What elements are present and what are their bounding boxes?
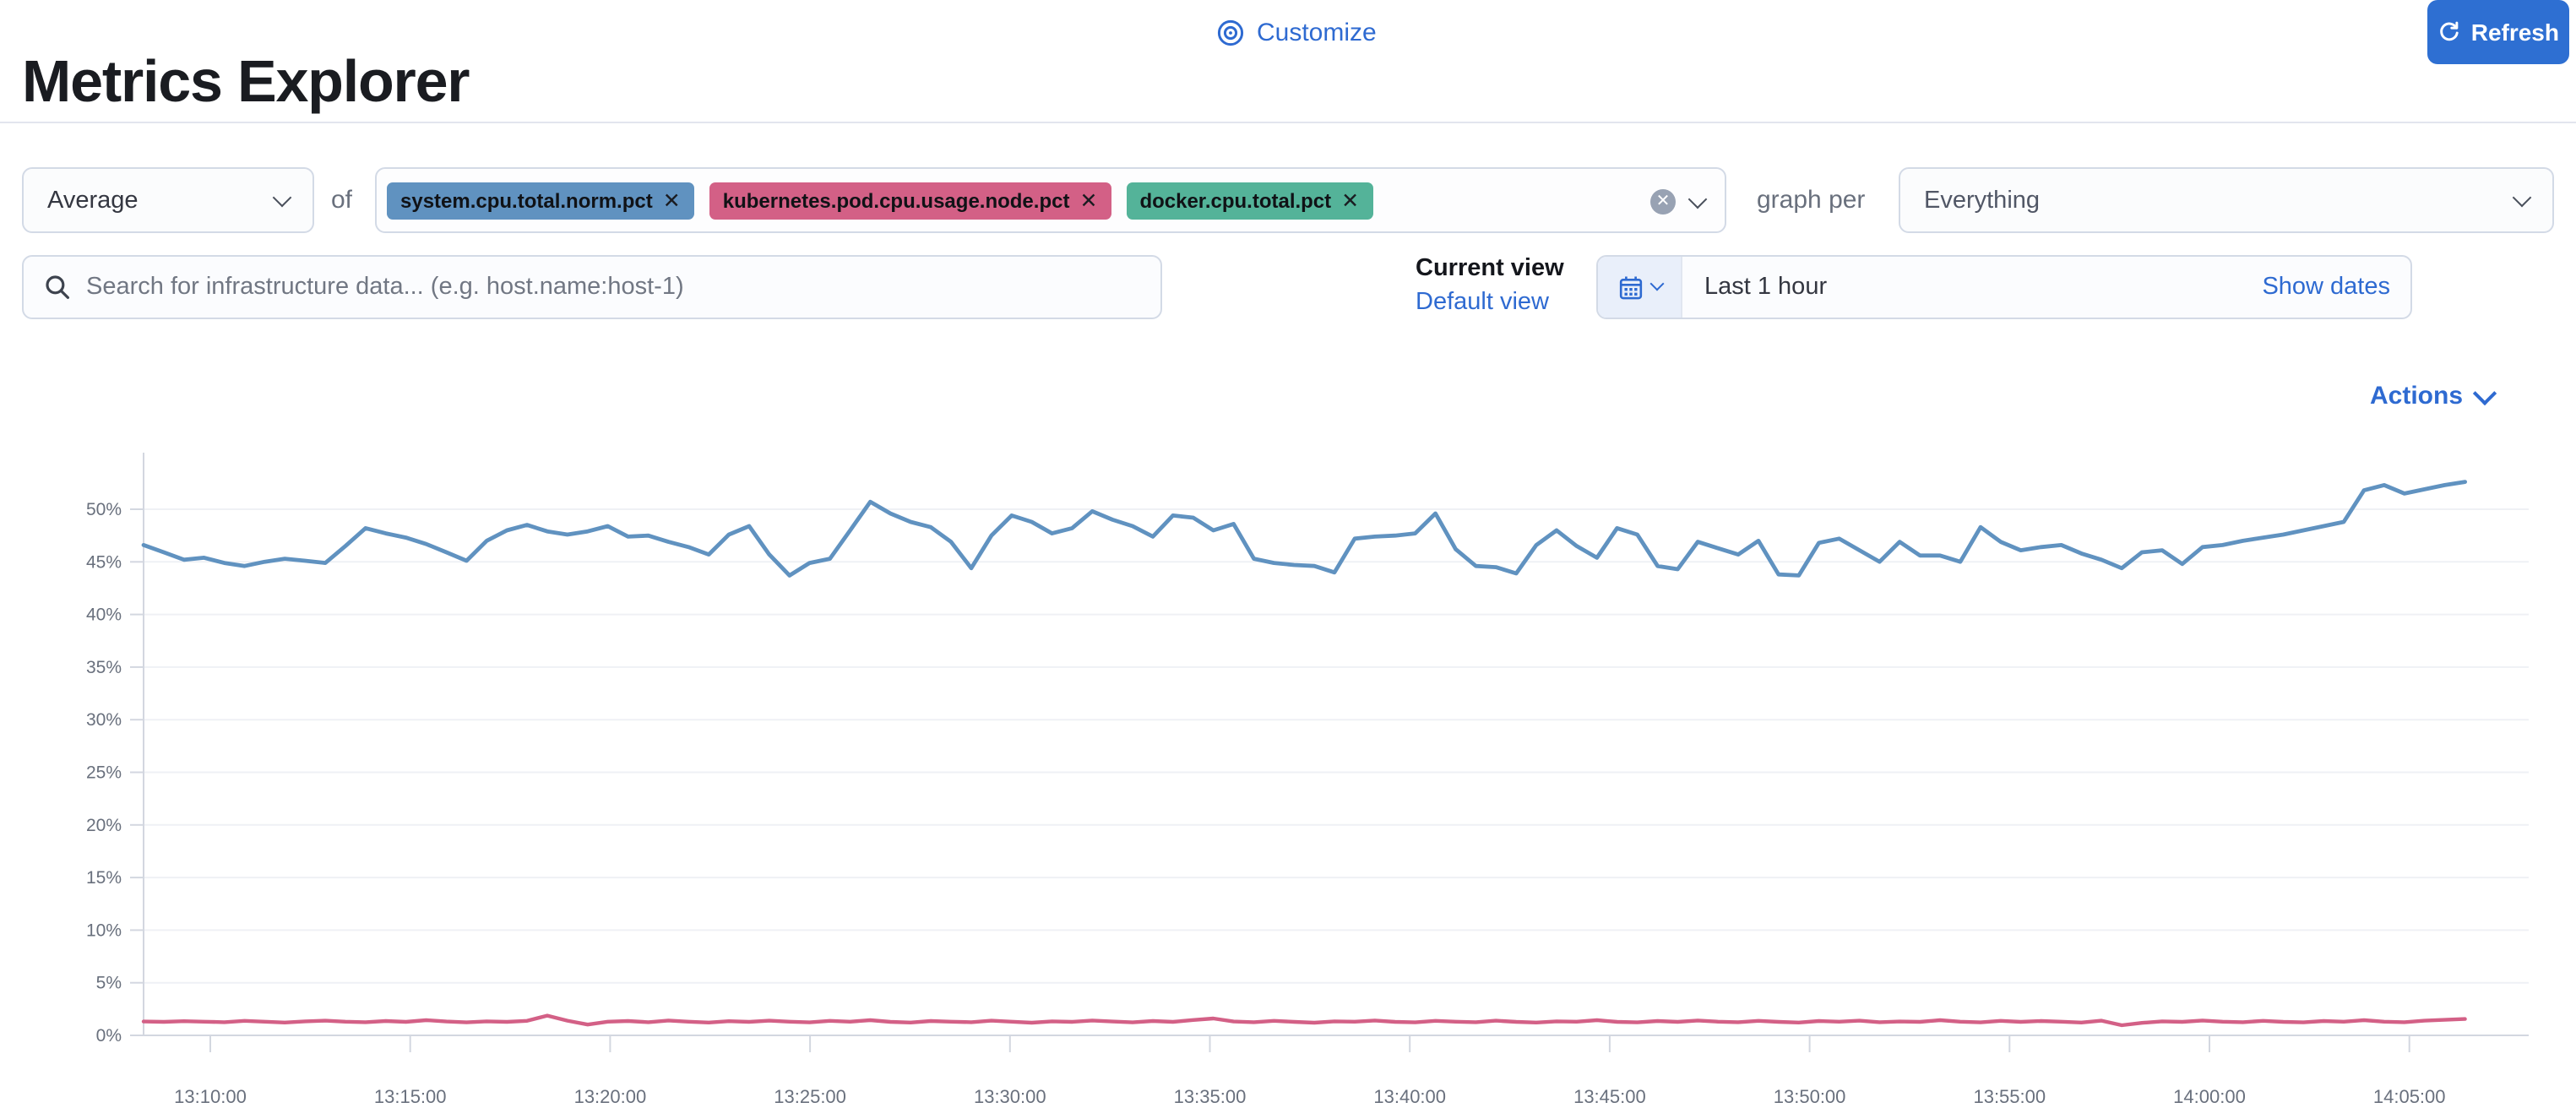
graph-per-label: graph per: [1757, 186, 1866, 215]
chevron-down-icon: [2472, 380, 2497, 405]
x-tick-label: 13:40:00: [1373, 1086, 1446, 1107]
remove-icon[interactable]: ✕: [1341, 189, 1360, 213]
chevron-down-icon: [272, 187, 292, 207]
clear-all-icon[interactable]: ✕: [1650, 189, 1676, 215]
default-view-link[interactable]: Default view: [1416, 289, 1549, 316]
aggregation-select[interactable]: Average: [22, 167, 314, 233]
y-tick-label: 15%: [86, 868, 122, 888]
y-tick-label: 40%: [86, 606, 122, 625]
actions-label: Actions: [2370, 382, 2464, 410]
search-placeholder: Search for infrastructure data... (e.g. …: [86, 274, 684, 301]
actions-menu-button[interactable]: Actions: [2370, 380, 2497, 410]
y-tick-label: 25%: [86, 763, 122, 783]
y-tick-label: 20%: [86, 816, 122, 835]
metrics-combobox[interactable]: system.cpu.total.norm.pct ✕ kubernetes.pod…: [375, 167, 1726, 233]
metric-tag-label: docker.cpu.total.pct: [1139, 188, 1332, 212]
chevron-down-icon: [2512, 187, 2532, 207]
chevron-down-icon[interactable]: [1687, 188, 1708, 209]
calendar-icon: [1618, 275, 1642, 299]
y-tick-label: 35%: [86, 658, 122, 677]
metric-tag-label: kubernetes.pod.cpu.usage.node.pct: [722, 188, 1070, 212]
date-range-value[interactable]: Last 1 hour: [1704, 274, 1828, 301]
metric-tag-list: system.cpu.total.norm.pct ✕ kubernetes.pod…: [387, 182, 1373, 219]
metrics-line-chart[interactable]: 0% 5% 10% 15% 20% 25% 30% 35% 40% 45% 50% 13:10:00 1…: [0, 436, 2576, 1108]
date-picker-toggle[interactable]: [1598, 257, 1682, 318]
chevron-down-icon: [1649, 276, 1664, 291]
super-date-picker: Last 1 hour Show dates: [1596, 255, 2412, 319]
search-input[interactable]: Search for infrastructure data... (e.g. …: [22, 255, 1162, 319]
x-tick-label: 13:35:00: [1174, 1086, 1247, 1107]
aggregation-value: Average: [47, 187, 139, 214]
page-title: Metrics Explorer: [22, 49, 470, 116]
x-tick-label: 13:25:00: [774, 1086, 846, 1107]
show-dates-link[interactable]: Show dates: [2262, 274, 2390, 301]
metric-tag[interactable]: system.cpu.total.norm.pct ✕: [387, 182, 694, 219]
x-tick-label: 14:05:00: [2373, 1086, 2446, 1107]
metric-tag[interactable]: docker.cpu.total.pct ✕: [1126, 182, 1373, 219]
header-divider: [0, 122, 2576, 123]
y-tick-label: 50%: [86, 500, 122, 519]
refresh-button[interactable]: Refresh: [2427, 0, 2569, 64]
series-line: [141, 1013, 2467, 1028]
x-tick-label: 13:20:00: [574, 1086, 647, 1107]
x-tick-label: 13:55:00: [1973, 1086, 2046, 1107]
metric-tag[interactable]: kubernetes.pod.cpu.usage.node.pct ✕: [709, 182, 1111, 219]
group-by-select[interactable]: Everything: [1899, 167, 2554, 233]
x-tick-label: 14:00:00: [2173, 1086, 2246, 1107]
x-tick-label: 13:10:00: [174, 1086, 247, 1107]
x-tick-label: 13:50:00: [1774, 1086, 1846, 1107]
combo-controls: ✕: [1650, 169, 1708, 235]
of-label: of: [331, 186, 353, 215]
group-by-value: Everything: [1924, 187, 2041, 214]
remove-icon[interactable]: ✕: [662, 189, 681, 213]
series-line: [141, 480, 2468, 578]
y-tick-label: 0%: [96, 1026, 122, 1046]
refresh-label: Refresh: [2470, 19, 2559, 46]
refresh-icon: [2440, 21, 2459, 41]
metric-tag-label: system.cpu.total.norm.pct: [400, 188, 653, 212]
eye-icon: [1217, 19, 1244, 46]
x-tick-label: 13:15:00: [374, 1086, 447, 1107]
x-tick-label: 13:30:00: [974, 1086, 1046, 1107]
current-view-label: Current view: [1416, 255, 1564, 282]
x-tick-label: 13:45:00: [1573, 1086, 1646, 1107]
remove-icon[interactable]: ✕: [1079, 189, 1098, 213]
search-icon: [46, 275, 69, 299]
y-tick-label: 10%: [86, 921, 122, 940]
customize-button[interactable]: Customize: [1216, 0, 1377, 64]
y-tick-label: 30%: [86, 710, 122, 730]
saved-view-control: Current view Default view: [1416, 252, 1584, 321]
customize-label: Customize: [1257, 18, 1377, 46]
y-tick-label: 5%: [96, 974, 122, 993]
y-tick-label: 45%: [86, 552, 122, 572]
